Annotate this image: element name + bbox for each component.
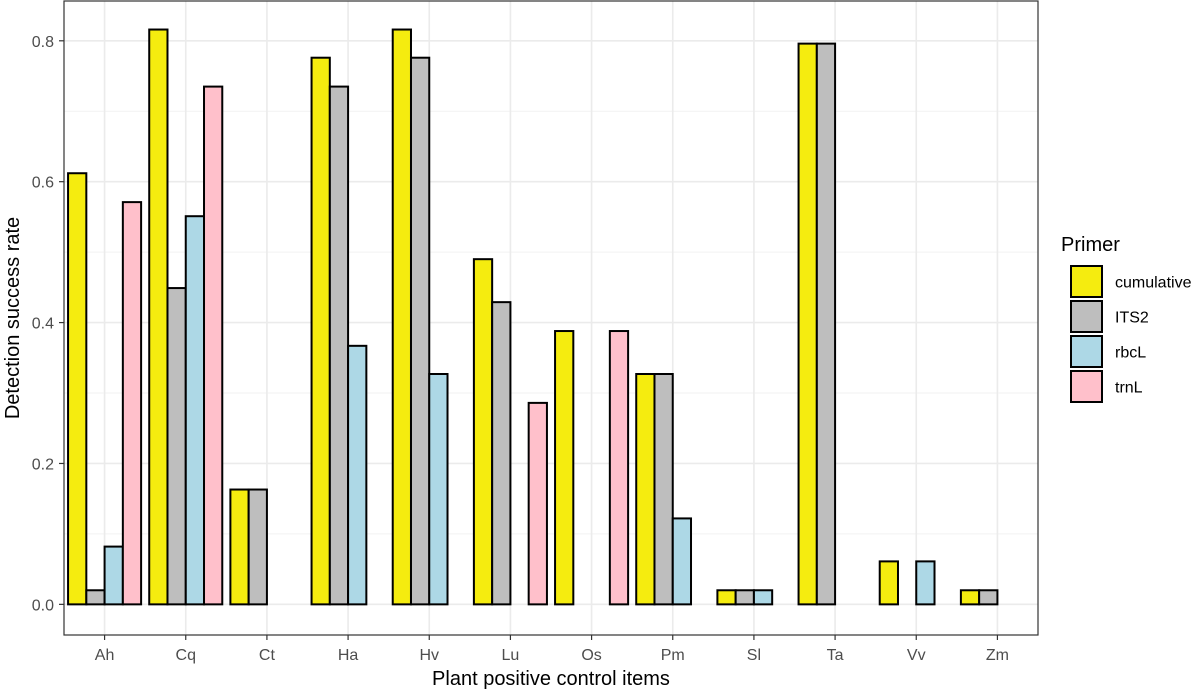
bar-cumulative-Cq <box>148 28 169 606</box>
legend-key-ITS2 <box>1070 300 1103 333</box>
x-axis-title: Plant positive control items <box>432 668 670 690</box>
bar-rbcL-Vv <box>915 560 936 606</box>
bar-cumulative-Zm <box>959 589 981 606</box>
bar-cumulative-Ha <box>310 56 331 606</box>
legend-title: Primer <box>1061 234 1120 256</box>
bar-trnL-Lu <box>527 401 548 606</box>
bar-ITS2-Lu <box>491 301 512 606</box>
bar-cumulative-Os <box>554 330 575 606</box>
legend-key-cumulative <box>1070 265 1103 298</box>
bar-ITS2-Ct <box>247 488 268 606</box>
bar-ITS2-Ah <box>85 589 106 606</box>
bar-ITS2-Pm <box>653 373 674 606</box>
x-tick-label: Zm <box>986 647 1009 664</box>
x-tick-label: Ah <box>95 647 115 664</box>
y-tick-label: 0.8 <box>32 34 54 51</box>
x-tick-label: Ta <box>827 647 844 664</box>
bar-cumulative-Pm <box>635 373 656 606</box>
bar-ITS2-Cq <box>166 287 187 606</box>
bar-rbcL-Sl <box>752 589 774 606</box>
x-tick-label: Pm <box>661 647 685 664</box>
bar-ITS2-Ha <box>328 85 350 606</box>
legend-label-cumulative: cumulative <box>1115 275 1192 292</box>
plot-border <box>63 0 1039 636</box>
legend: Primer cumulative ITS2 rbcL trnL <box>1061 234 1192 403</box>
bar-trnL-Cq <box>203 85 224 606</box>
bar-cumulative-Ta <box>797 42 818 606</box>
bars <box>67 28 999 606</box>
legend-label-rbcL: rbcL <box>1115 345 1146 362</box>
y-tick-label: 0.6 <box>32 175 54 192</box>
x-tick-label: Vv <box>907 647 926 664</box>
legend-label-ITS2: ITS2 <box>1115 310 1149 327</box>
x-tick-label: Ct <box>259 647 276 664</box>
bar-cumulative-Hv <box>391 28 412 606</box>
bar-ITS2-Sl <box>734 589 755 606</box>
x-tick-label: Ha <box>338 647 359 664</box>
x-tick-label: Sl <box>747 647 761 664</box>
bar-trnL-Ah <box>121 201 143 606</box>
bar-cumulative-Sl <box>716 589 737 606</box>
y-tick-label: 0.4 <box>32 316 54 333</box>
bar-rbcL-Cq <box>184 215 206 606</box>
legend-key-rbcL <box>1070 335 1103 368</box>
bar-rbcL-Hv <box>428 373 449 606</box>
bar-ITS2-Ta <box>815 42 837 606</box>
legend-key-trnL <box>1070 370 1103 403</box>
y-tick-label: 0.2 <box>32 456 54 473</box>
bar-trnL-Os <box>608 330 630 606</box>
bar-cumulative-Vv <box>878 560 899 606</box>
bar-rbcL-Ah <box>103 545 124 606</box>
x-tick-label: Lu <box>502 647 520 664</box>
bar-cumulative-Ct <box>229 488 250 606</box>
x-tick-label: Os <box>581 647 601 664</box>
plot-panel <box>64 1 1038 635</box>
bar-cumulative-Ah <box>67 172 88 606</box>
bar-ITS2-Hv <box>409 56 431 606</box>
bar-rbcL-Pm <box>671 517 693 606</box>
legend-label-trnL: trnL <box>1115 380 1143 397</box>
y-tick-label: 0.0 <box>32 597 54 614</box>
x-tick-label: Hv <box>419 647 439 664</box>
y-axis-title: Detection success rate <box>2 217 24 419</box>
bar-ITS2-Zm <box>978 589 999 606</box>
bar-cumulative-Lu <box>472 258 494 606</box>
axes: 0.0 0.2 0.4 0.6 0.8 Ah Cq Ct Ha Hv Lu Os Pm Sl Ta Vv Zm <box>32 34 1009 664</box>
x-tick-label: Cq <box>176 647 196 664</box>
bar-rbcL-Ha <box>347 344 368 606</box>
